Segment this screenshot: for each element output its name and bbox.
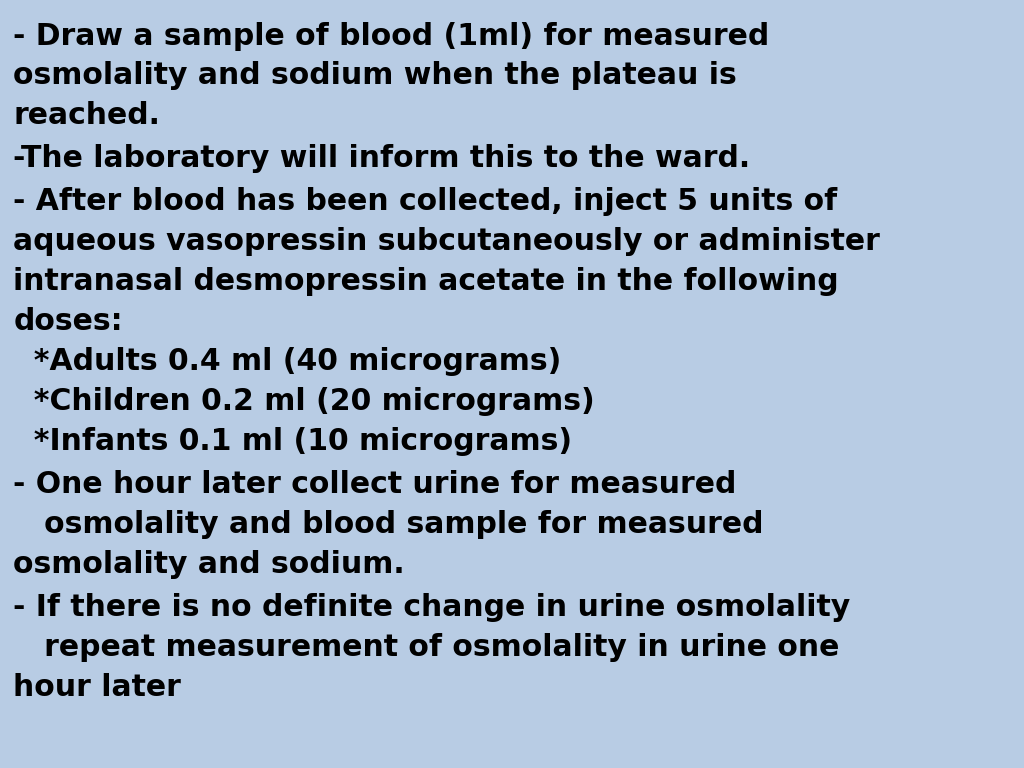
Text: *Adults 0.4 ml (40 micrograms): *Adults 0.4 ml (40 micrograms) <box>13 347 562 376</box>
Text: - One hour later collect urine for measured: - One hour later collect urine for measu… <box>13 470 736 499</box>
Text: osmolality and blood sample for measured: osmolality and blood sample for measured <box>13 510 764 539</box>
Text: intranasal desmopressin acetate in the following: intranasal desmopressin acetate in the f… <box>13 267 839 296</box>
Text: doses:: doses: <box>13 307 123 336</box>
Text: aqueous vasopressin subcutaneously or administer: aqueous vasopressin subcutaneously or ad… <box>13 227 881 257</box>
Text: reached.: reached. <box>13 101 160 131</box>
Text: *Infants 0.1 ml (10 micrograms): *Infants 0.1 ml (10 micrograms) <box>13 427 572 456</box>
Text: osmolality and sodium when the plateau is: osmolality and sodium when the plateau i… <box>13 61 737 91</box>
Text: osmolality and sodium.: osmolality and sodium. <box>13 550 404 579</box>
Text: hour later: hour later <box>13 673 181 702</box>
Text: -The laboratory will inform this to the ward.: -The laboratory will inform this to the … <box>13 144 751 174</box>
Text: - If there is no definite change in urine osmolality: - If there is no definite change in urin… <box>13 593 851 622</box>
Text: - After blood has been collected, inject 5 units of: - After blood has been collected, inject… <box>13 187 838 217</box>
Text: - Draw a sample of blood (1ml) for measured: - Draw a sample of blood (1ml) for measu… <box>13 22 770 51</box>
Text: *Children 0.2 ml (20 micrograms): *Children 0.2 ml (20 micrograms) <box>13 387 595 416</box>
Text: repeat measurement of osmolality in urine one: repeat measurement of osmolality in urin… <box>13 633 840 662</box>
